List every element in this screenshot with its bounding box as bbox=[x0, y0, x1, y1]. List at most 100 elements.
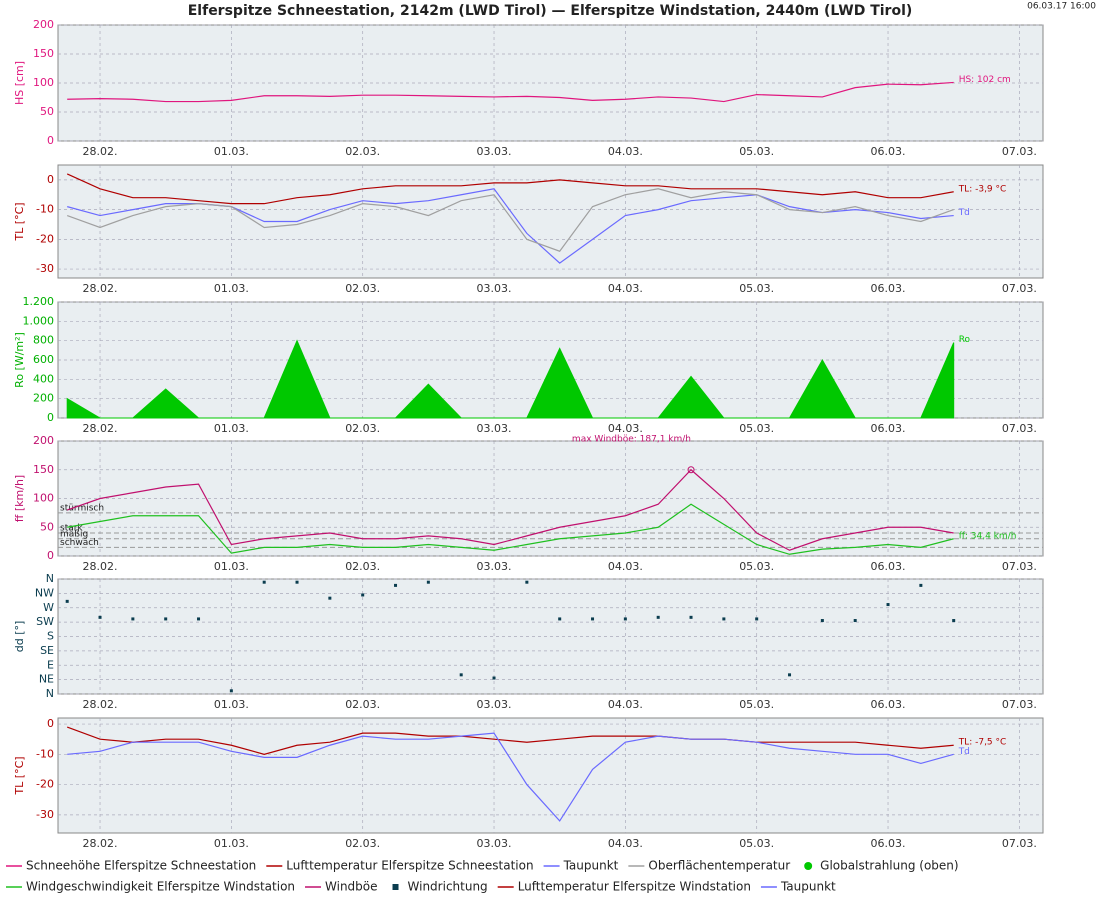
point bbox=[722, 617, 726, 621]
point bbox=[952, 619, 956, 623]
y-tick-label: S bbox=[47, 630, 54, 643]
threshold-label: schwach bbox=[60, 538, 99, 548]
point bbox=[262, 580, 266, 584]
x-tick-label: 03.03. bbox=[477, 837, 512, 850]
x-tick-label: 07.03. bbox=[1002, 282, 1037, 295]
x-tick-label: 03.03. bbox=[477, 560, 512, 573]
x-tick-label: 02.03. bbox=[345, 422, 380, 435]
end-label: TL: -7,5 °C bbox=[958, 738, 1007, 748]
point bbox=[886, 603, 890, 607]
y-tick-label: 200 bbox=[33, 18, 54, 31]
x-tick-label: 06.03. bbox=[871, 422, 906, 435]
x-tick-label: 01.03. bbox=[214, 282, 249, 295]
point bbox=[98, 615, 102, 619]
x-tick-label: 28.02. bbox=[83, 145, 118, 158]
x-tick-label: 06.03. bbox=[871, 560, 906, 573]
point bbox=[459, 673, 463, 677]
y-axis-label: HS [cm] bbox=[13, 61, 26, 105]
y-tick-label: 50 bbox=[40, 520, 54, 533]
y-tick-label: -30 bbox=[36, 262, 54, 275]
legend-label: Globalstrahlung (oben) bbox=[820, 859, 958, 873]
legend-swatch bbox=[804, 862, 813, 870]
y-tick-label: 1.000 bbox=[23, 314, 55, 327]
legend-label: Oberflächentemperatur bbox=[648, 859, 790, 873]
point bbox=[394, 583, 398, 587]
x-tick-label: 03.03. bbox=[477, 698, 512, 711]
x-tick-label: 01.03. bbox=[214, 837, 249, 850]
x-tick-label: 28.02. bbox=[83, 422, 118, 435]
max-marker bbox=[687, 466, 695, 474]
point bbox=[131, 617, 135, 621]
x-tick-label: 05.03. bbox=[739, 145, 774, 158]
point bbox=[164, 617, 168, 621]
x-tick-label: 05.03. bbox=[739, 282, 774, 295]
y-tick-label: 400 bbox=[33, 372, 54, 385]
legend-label: Windgeschwindigkeit Elferspitze Windstat… bbox=[26, 880, 295, 894]
x-tick-label: 03.03. bbox=[477, 145, 512, 158]
y-tick-label: 0 bbox=[47, 411, 54, 424]
y-tick-label: NE bbox=[39, 673, 54, 686]
y-tick-label: 150 bbox=[33, 47, 54, 60]
point bbox=[525, 580, 529, 584]
x-tick-label: 06.03. bbox=[871, 282, 906, 295]
end-label: TL: -3,9 °C bbox=[958, 184, 1007, 194]
chart-title: Elferspitze Schneestation, 2142m (LWD Ti… bbox=[188, 3, 913, 19]
point bbox=[229, 689, 233, 693]
threshold-label: stark bbox=[60, 524, 83, 534]
x-tick-label: 06.03. bbox=[871, 837, 906, 850]
y-tick-label: -30 bbox=[36, 808, 54, 821]
point bbox=[788, 673, 792, 677]
end-label: HS: 102 cm bbox=[959, 75, 1011, 85]
timestamp: 06.03.17 16:00 bbox=[1027, 2, 1096, 12]
y-tick-label: N bbox=[46, 687, 54, 700]
x-tick-label: 05.03. bbox=[739, 698, 774, 711]
max-label: max Windböe: 187,1 km/h bbox=[572, 435, 691, 445]
area bbox=[66, 339, 955, 419]
x-tick-label: 07.03. bbox=[1002, 837, 1037, 850]
end-label: Td bbox=[958, 747, 970, 757]
legend-label: Schneehöhe Elferspitze Schneestation bbox=[26, 859, 256, 873]
y-tick-label: 100 bbox=[33, 76, 54, 89]
threshold-label: stürmisch bbox=[60, 503, 104, 513]
legend-label: Windrichtung bbox=[408, 880, 488, 894]
y-tick-label: SE bbox=[40, 644, 54, 657]
x-tick-label: 06.03. bbox=[871, 145, 906, 158]
point bbox=[328, 596, 332, 600]
y-tick-label: -20 bbox=[36, 232, 54, 245]
x-tick-label: 03.03. bbox=[477, 422, 512, 435]
x-tick-label: 04.03. bbox=[608, 837, 643, 850]
end-label: Td bbox=[958, 208, 970, 218]
y-tick-label: 600 bbox=[33, 353, 54, 366]
end-label: Ro bbox=[959, 335, 971, 345]
y-tick-label: 0 bbox=[47, 173, 54, 186]
x-tick-label: 05.03. bbox=[739, 560, 774, 573]
y-axis-label: Ro [W/m²] bbox=[13, 332, 26, 388]
plot-area bbox=[57, 164, 1044, 279]
x-tick-label: 02.03. bbox=[345, 282, 380, 295]
point bbox=[755, 617, 759, 621]
y-tick-label: 100 bbox=[33, 492, 54, 505]
y-tick-label: -10 bbox=[36, 203, 54, 216]
x-tick-label: 02.03. bbox=[345, 560, 380, 573]
legend-label: Taupunkt bbox=[780, 880, 836, 894]
x-tick-label: 05.03. bbox=[739, 837, 774, 850]
y-tick-label: W bbox=[43, 601, 54, 614]
legend-label: Lufttemperatur Elferspitze Schneestation bbox=[286, 859, 533, 873]
x-tick-label: 04.03. bbox=[608, 282, 643, 295]
x-tick-label: 07.03. bbox=[1002, 145, 1037, 158]
threshold-label: mäßig bbox=[60, 529, 88, 539]
x-tick-label: 01.03. bbox=[214, 145, 249, 158]
point bbox=[591, 617, 595, 621]
x-tick-label: 04.03. bbox=[608, 422, 643, 435]
x-tick-label: 01.03. bbox=[214, 698, 249, 711]
x-tick-label: 06.03. bbox=[871, 698, 906, 711]
point bbox=[853, 619, 857, 623]
y-tick-label: E bbox=[47, 658, 54, 671]
line bbox=[66, 468, 954, 551]
point bbox=[426, 580, 430, 584]
y-axis-label: dd [°] bbox=[13, 621, 26, 653]
point bbox=[623, 617, 627, 621]
point bbox=[919, 583, 923, 587]
y-tick-label: 50 bbox=[40, 105, 54, 118]
x-tick-label: 02.03. bbox=[345, 145, 380, 158]
